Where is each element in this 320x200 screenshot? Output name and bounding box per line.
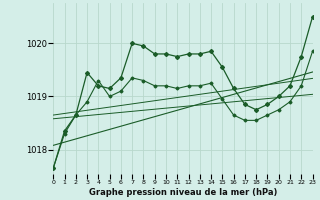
X-axis label: Graphe pression niveau de la mer (hPa): Graphe pression niveau de la mer (hPa) xyxy=(89,188,277,197)
